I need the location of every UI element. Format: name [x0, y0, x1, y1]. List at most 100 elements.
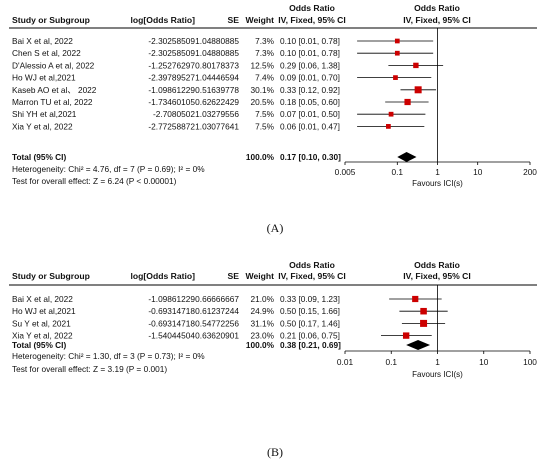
- study-name: Marron TU et al, 2022: [12, 97, 93, 107]
- weight-value: 12.5%: [250, 60, 274, 70]
- study-name: Shi YH et al,2021: [12, 109, 77, 119]
- standard-error: 0.63620901: [195, 331, 239, 341]
- total-odds-ratio-ci: 0.17 [0.10, 0.30]: [280, 152, 341, 162]
- study-marker: [420, 307, 427, 315]
- log-odds-ratio: -2.30258509: [148, 48, 195, 58]
- panel-label: (B): [267, 445, 283, 459]
- odds-ratio-ci: 0.09 [0.01, 0.70]: [280, 73, 340, 83]
- header-or-title: Odds Ratio: [289, 3, 335, 13]
- header-plot-method: IV, Fixed, 95% CI: [403, 15, 471, 25]
- total-weight: 100.0%: [246, 340, 275, 350]
- study-marker: [388, 111, 394, 117]
- pooled-diamond: [406, 340, 431, 350]
- standard-error: 1.04880885: [195, 48, 239, 58]
- odds-ratio-ci: 0.33 [0.09, 1.23]: [280, 294, 340, 304]
- odds-ratio-ci: 0.06 [0.01, 0.47]: [280, 121, 340, 131]
- log-odds-ratio: -1.09861229: [148, 85, 195, 95]
- log-odds-ratio: -2.30258509: [148, 36, 195, 46]
- study-marker: [404, 98, 411, 106]
- study-marker: [394, 50, 400, 56]
- odds-ratio-ci: 0.50 [0.15, 1.66]: [280, 306, 340, 316]
- log-odds-ratio: -2.77258872: [148, 121, 195, 131]
- standard-error: 1.04446594: [195, 73, 239, 83]
- standard-error: 0.62622429: [195, 97, 239, 107]
- study-marker: [386, 124, 391, 129]
- study-name: Chen S et al, 2022: [12, 48, 81, 58]
- standard-error: 1.04880885: [195, 36, 239, 46]
- x-tick-label: 10: [479, 357, 489, 367]
- header-or-title: Odds Ratio: [289, 260, 335, 270]
- header-se: SE: [228, 271, 240, 281]
- standard-error: 1.03279556: [195, 109, 239, 119]
- x-axis-label: Favours ICI(s): [412, 179, 463, 188]
- header-log-or: log[Odds Ratio]: [131, 15, 196, 25]
- overall-effect-text: Test for overall effect: Z = 3.19 (P = 0…: [12, 364, 167, 374]
- odds-ratio-ci: 0.50 [0.17, 1.46]: [280, 318, 340, 328]
- log-odds-ratio: -1.73460105: [148, 97, 195, 107]
- weight-value: 20.5%: [250, 97, 274, 107]
- header-weight: Weight: [246, 15, 275, 25]
- standard-error: 0.61237244: [195, 306, 239, 316]
- weight-value: 30.1%: [250, 85, 274, 95]
- study-name: Bai X et al, 2022: [12, 294, 73, 304]
- study-marker: [402, 332, 410, 339]
- standard-error: 0.66666667: [195, 294, 239, 304]
- x-tick-label: 100: [523, 357, 537, 367]
- study-name: Ho WJ et al,2021: [12, 73, 76, 83]
- weight-value: 21.0%: [250, 294, 274, 304]
- x-tick-label: 200: [523, 167, 537, 177]
- header-plot-title: Odds Ratio: [414, 3, 460, 13]
- odds-ratio-ci: 0.10 [0.01, 0.78]: [280, 48, 340, 58]
- header-study: Study or Subgroup: [12, 271, 90, 281]
- weight-value: 7.5%: [255, 109, 275, 119]
- x-tick-label: 1: [435, 167, 440, 177]
- total-label: Total (95% CI): [12, 340, 66, 350]
- x-tick-label: 0.01: [337, 357, 354, 367]
- header-plot-method: IV, Fixed, 95% CI: [403, 271, 471, 281]
- x-tick-label: 10: [473, 167, 483, 177]
- study-name: Bai X et al, 2022: [12, 36, 73, 46]
- panel-label: (A): [267, 221, 284, 235]
- total-weight: 100.0%: [246, 152, 275, 162]
- weight-value: 24.9%: [250, 306, 274, 316]
- log-odds-ratio: -1.54044504: [148, 331, 195, 341]
- weight-value: 23.0%: [250, 331, 274, 341]
- total-odds-ratio-ci: 0.38 [0.21, 0.69]: [280, 340, 341, 350]
- header-weight: Weight: [246, 271, 275, 281]
- standard-error: 0.80178373: [195, 60, 239, 70]
- study-name: Kaseb AO et al、 2022: [12, 85, 97, 95]
- odds-ratio-ci: 0.21 [0.06, 0.75]: [280, 331, 340, 341]
- header-se: SE: [228, 15, 240, 25]
- study-marker: [414, 86, 422, 94]
- x-tick-label: 0.1: [385, 357, 397, 367]
- header-log-or: log[Odds Ratio]: [131, 271, 196, 281]
- overall-effect-text: Test for overall effect: Z = 6.24 (P < 0…: [12, 176, 177, 186]
- standard-error: 0.54772256: [195, 318, 239, 328]
- weight-value: 7.3%: [255, 48, 275, 58]
- odds-ratio-ci: 0.07 [0.01, 0.50]: [280, 109, 340, 119]
- total-label: Total (95% CI): [12, 152, 66, 162]
- log-odds-ratio: -0.69314718: [148, 318, 195, 328]
- odds-ratio-ci: 0.29 [0.06, 1.38]: [280, 60, 340, 70]
- weight-value: 7.5%: [255, 121, 275, 131]
- x-tick-label: 0.005: [335, 167, 356, 177]
- odds-ratio-ci: 0.33 [0.12, 0.92]: [280, 85, 340, 95]
- pooled-diamond: [397, 152, 417, 162]
- study-marker: [413, 62, 419, 69]
- log-odds-ratio: -1.09861229: [148, 294, 195, 304]
- weight-value: 7.4%: [255, 73, 275, 83]
- standard-error: 0.51639778: [195, 85, 239, 95]
- heterogeneity-text: Heterogeneity: Chi² = 4.76, df = 7 (P = …: [12, 164, 205, 174]
- odds-ratio-ci: 0.10 [0.01, 0.78]: [280, 36, 340, 46]
- study-marker: [393, 75, 398, 80]
- study-marker: [412, 295, 419, 303]
- header-or-method: IV, Fixed, 95% CI: [278, 15, 346, 25]
- study-name: Su Y et al, 2021: [12, 318, 71, 328]
- study-name: D'Alessio A et al, 2022: [12, 60, 95, 70]
- x-tick-label: 1: [435, 357, 440, 367]
- study-name: Xia Y et al, 2022: [12, 121, 73, 131]
- study-name: Ho WJ et al,2021: [12, 306, 76, 316]
- study-marker: [420, 319, 428, 327]
- header-or-method: IV, Fixed, 95% CI: [278, 271, 346, 281]
- log-odds-ratio: -2.7080502: [153, 109, 195, 119]
